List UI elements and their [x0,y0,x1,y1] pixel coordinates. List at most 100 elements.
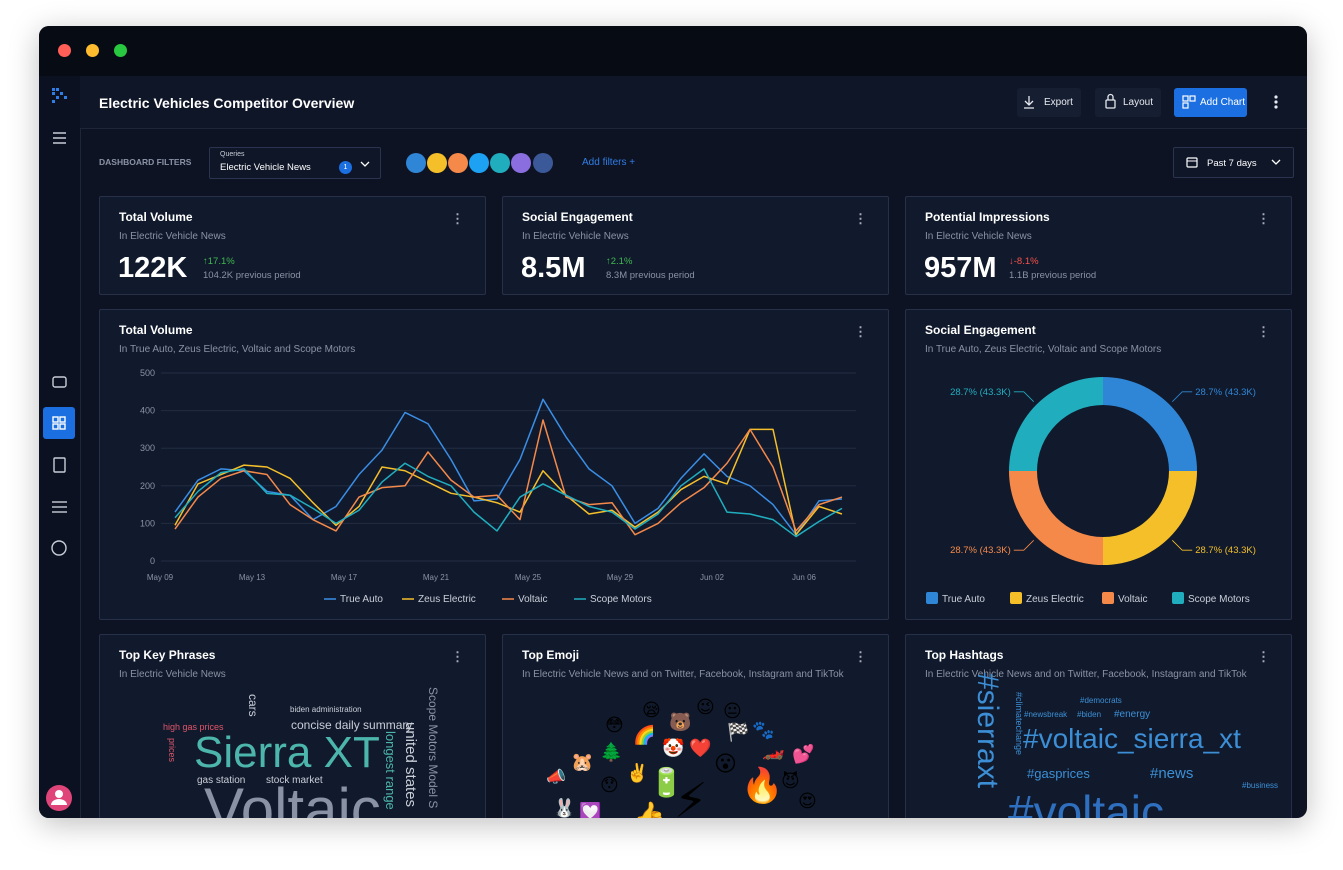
kpi-subtitle: In Electric Vehicle News [119,231,226,242]
kpi-card: Social Engagement In Electric Vehicle New… [502,196,889,295]
emoji: 🔋 [649,766,684,799]
emoji: 😈 [781,771,800,792]
emoji: 🐰 [553,798,576,818]
kpi-value: 8.5M [521,252,586,284]
date-range[interactable]: Past 7 days [1173,147,1294,178]
key-phrase: gas station [197,775,246,786]
key-phrase: stock market [266,775,323,786]
key-phrase: Scope Motors Model S [426,687,440,809]
emoji: 😐 [723,701,742,722]
hashtag: #gasprices [1027,766,1090,781]
query-select[interactable]: Queries Electric Vehicle News 1 [209,147,381,179]
y-tick-label: 400 [140,406,155,416]
legend-label: Scope Motors [1188,594,1250,605]
logo [52,88,67,103]
card-menu: ⋮ [854,211,867,226]
legend-swatch [1102,592,1114,604]
channel-icons[interactable] [404,150,556,176]
emoji: 🏁 [727,722,750,743]
hashtag: #sierraxt [971,673,1004,789]
minimize-button[interactable] [86,44,99,57]
calendar-icon [1186,157,1198,168]
help-icon[interactable] [51,540,67,556]
x-tick-label: May 21 [423,573,450,582]
hashtag: #news [1150,765,1194,782]
card-title: Social Engagement [925,323,1036,337]
card-title: Top Key Phrases [119,648,216,662]
card-title: Total Volume [119,323,193,337]
legend-swatch [926,592,938,604]
legend-label: Scope Motors [590,594,652,605]
zoom-button[interactable] [114,44,127,57]
date-range-label: Past 7 days [1207,158,1257,169]
y-tick-label: 500 [140,368,155,378]
y-tick-label: 0 [150,556,155,566]
donut-chart-card: Social Engagement In True Auto, Zeus Ele… [905,309,1292,620]
hashtag: #voltaic [1008,786,1164,818]
card-menu: ⋮ [451,211,464,226]
menu-icon[interactable] [53,132,66,144]
card-menu[interactable]: ⋮ [1257,324,1270,339]
card-menu[interactable]: ⋮ [854,649,867,664]
key-phrase: biden administration [290,705,362,714]
key-phrase: longest range [383,731,398,810]
emoji: 🏎️ [762,740,785,761]
query-name: Electric Vehicle News [220,162,311,173]
card-menu: ⋮ [1257,211,1270,226]
x-tick-label: Jun 02 [700,573,725,582]
kpi-title: Potential Impressions [925,210,1050,224]
legend-label: Zeus Electric [418,594,476,605]
emoji: ✌️ [626,763,649,784]
export-button[interactable]: Export [1017,88,1081,117]
card-subtitle: In Electric Vehicle News [119,669,226,680]
key-phrase: concise daily summary [291,718,413,732]
emoji: 😉 [696,697,715,718]
lock-icon [1105,99,1116,109]
close-button[interactable] [58,44,71,57]
dashboard-icon-active[interactable] [43,407,75,439]
emoji: 😪 [642,700,661,721]
line-chart-card: Total Volume In True Auto, Zeus Electric… [99,309,889,620]
hashtag: #business [1242,781,1279,790]
export-icon [1024,96,1034,109]
settings-icon[interactable] [52,501,67,513]
hashtag: #democrats [1080,696,1122,705]
x-tick-label: May 29 [607,573,634,582]
title-bar [39,26,1307,76]
card-menu[interactable]: ⋮ [451,649,464,664]
emoji: 🤡 [662,738,685,759]
emoji: 🌲 [600,742,623,763]
add-filters[interactable]: Add filters + [582,157,636,168]
label-leader [1013,540,1034,551]
hashtag: #newsbreak [1024,710,1068,719]
label-leader [1172,540,1193,551]
key-phrase: Sierra XT [194,728,380,777]
avatar-head [55,790,63,798]
card-menu[interactable]: ⋮ [1257,649,1270,664]
series-line [174,462,843,538]
legend-label: Voltaic [518,594,547,605]
legend-swatch [1010,592,1022,604]
inbox-icon[interactable] [52,376,67,388]
top-bar: Electric Vehicles Competitor Overview Ex… [80,76,1307,129]
more-icon[interactable] [1274,95,1278,109]
hashtag: #biden [1077,710,1102,719]
x-tick-label: May 09 [147,573,174,582]
hashtag: #climatechange [1014,692,1024,756]
kpi-card: Total Volume In Electric Vehicle News ⋮ 122… [99,196,486,295]
data-label: 28.7% (43.3K) [1195,387,1256,398]
x-tick-label: May 13 [239,573,266,582]
emoji: 😳 [605,715,624,736]
card-menu[interactable]: ⋮ [854,324,867,339]
kpi-previous: 8.3M previous period [606,270,695,281]
donut-chart: 28.7% (43.3K) 28.7% (43.3K) 28.7% (43.3K) 2… [926,377,1256,605]
emoji: 👍 [633,801,666,818]
x-tick-label: Jun 06 [792,573,817,582]
kpi-card: Potential Impressions In Electric Vehicle… [905,196,1292,295]
legend-label: True Auto [942,594,985,605]
kpi-change: ↓-8.1% [1009,256,1039,267]
queries-label: Queries [220,151,245,158]
report-icon[interactable] [53,457,66,473]
emoji: 💕 [792,744,815,765]
y-tick-label: 300 [140,443,155,453]
